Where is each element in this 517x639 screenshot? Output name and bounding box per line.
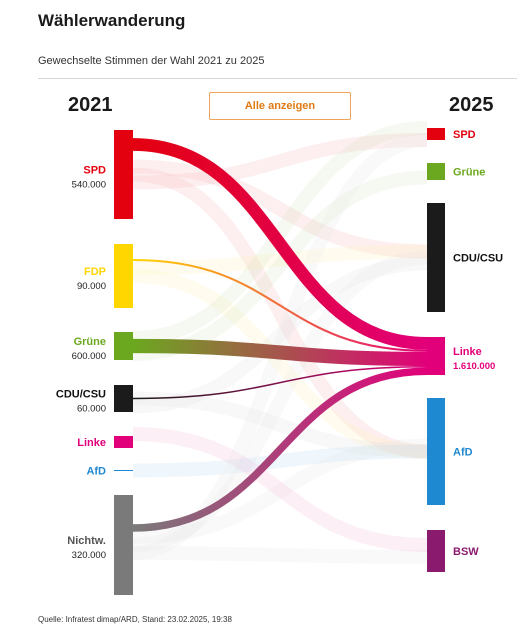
node-2021-value: 60.000 — [77, 404, 106, 415]
background-flow — [132, 256, 428, 414]
node-2025-value: 1.610.000 — [453, 361, 495, 372]
node-2025-label: SPD — [453, 129, 476, 141]
node-2021-value: 540.000 — [72, 180, 106, 191]
node-2021-value: 320.000 — [72, 550, 106, 561]
node-2025-label: AfD — [453, 447, 473, 459]
background-flow — [132, 391, 428, 459]
highlighted-flows — [132, 138, 428, 532]
background-flow — [132, 167, 428, 459]
node-2021-label: Grüne — [74, 336, 106, 348]
node-2021-label: SPD — [83, 165, 106, 177]
node-2021-spd[interactable] — [114, 130, 133, 219]
node-2021-value: 90.000 — [77, 281, 106, 292]
background-flow — [132, 133, 428, 190]
nodes: SPD 540.000 FDP 90.000 Grüne 600.000 CDU/CSU 60… — [56, 128, 503, 595]
node-2021-nichtw[interactable] — [114, 495, 133, 595]
flow-cdu-csu-to-linke[interactable] — [132, 365, 428, 400]
flow-gr-ne-to-linke[interactable] — [132, 338, 428, 367]
sankey-chart: SPD 540.000 FDP 90.000 Grüne 600.000 CDU/CSU 60… — [56, 121, 503, 595]
node-2025-linke[interactable] — [427, 337, 445, 375]
background-flow — [132, 427, 428, 552]
background-flow — [132, 444, 428, 478]
node-2025-label: BSW — [453, 546, 479, 558]
node-2021-label: FDP — [84, 266, 106, 278]
node-2021-label: CDU/CSU — [56, 389, 106, 401]
node-2025-label: Linke — [453, 346, 482, 358]
background-flow — [132, 250, 428, 552]
node-2025-bsw[interactable] — [427, 530, 445, 572]
node-2021-label: AfD — [86, 466, 106, 478]
background-flow — [132, 438, 428, 544]
page-subtitle: Gewechselte Stimmen der Wahl 2021 zu 202… — [38, 55, 265, 67]
node-2025-afd[interactable] — [427, 398, 445, 505]
background-flow — [132, 269, 428, 459]
background-flow — [132, 159, 428, 259]
flow-fdp-to-linke[interactable] — [132, 258, 428, 352]
node-2021-label: Linke — [77, 437, 106, 449]
node-2021-label: Nichtw. — [67, 535, 106, 547]
background-flow — [132, 546, 428, 564]
flow-spd-to-linke[interactable] — [132, 138, 428, 350]
year-label-2025: 2025 — [449, 94, 494, 116]
node-2021-gr-ne[interactable] — [114, 332, 133, 360]
divider — [38, 78, 517, 79]
flow-nichtw-to-linke[interactable] — [132, 367, 428, 532]
node-2021-fdp[interactable] — [114, 244, 133, 308]
node-2025-gr-ne[interactable] — [427, 163, 445, 180]
source-note: Quelle: Infratest dimap/ARD, Stand: 23.0… — [38, 615, 232, 624]
background-flow — [132, 121, 428, 345]
node-2025-label: Grüne — [453, 167, 485, 179]
page-title: Wählerwanderung — [38, 11, 186, 30]
node-2025-spd[interactable] — [427, 128, 445, 140]
node-2021-afd[interactable] — [114, 470, 133, 471]
background-flow — [132, 244, 428, 275]
node-2025-cdu-csu[interactable] — [427, 203, 445, 312]
node-2021-cdu-csu[interactable] — [114, 385, 133, 412]
node-2025-label: CDU/CSU — [453, 253, 503, 265]
node-2021-value: 600.000 — [72, 351, 106, 362]
year-label-2021: 2021 — [68, 94, 113, 116]
show-all-button[interactable]: Alle anzeigen — [209, 92, 351, 120]
node-2021-linke[interactable] — [114, 436, 133, 448]
